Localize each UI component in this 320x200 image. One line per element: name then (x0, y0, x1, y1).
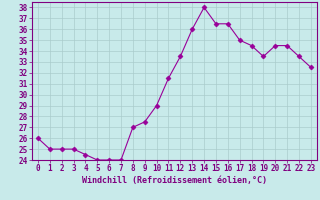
X-axis label: Windchill (Refroidissement éolien,°C): Windchill (Refroidissement éolien,°C) (82, 176, 267, 185)
